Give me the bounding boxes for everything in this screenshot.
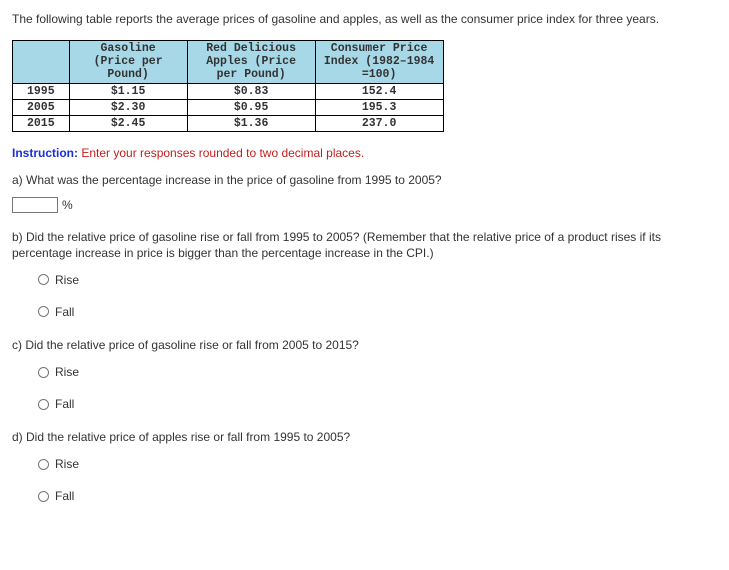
table-row: 2005 $2.30 $0.95 195.3 bbox=[13, 99, 444, 115]
cell-apples: $1.36 bbox=[187, 116, 315, 132]
table-row: 2015 $2.45 $1.36 237.0 bbox=[13, 116, 444, 132]
cell-apples: $0.95 bbox=[187, 99, 315, 115]
col-header-blank bbox=[13, 41, 70, 84]
cell-gas: $2.45 bbox=[69, 116, 187, 132]
radio-c-rise-label: Rise bbox=[55, 365, 79, 379]
cell-gas: $1.15 bbox=[69, 83, 187, 99]
radio-d-fall-label: Fall bbox=[55, 489, 74, 503]
cell-year: 2005 bbox=[13, 99, 70, 115]
options-b: Rise Fall bbox=[38, 273, 717, 319]
question-a: a) What was the percentage increase in t… bbox=[12, 172, 717, 188]
cell-year: 1995 bbox=[13, 83, 70, 99]
col-header-apples: Red Delicious Apples (Price per Pound) bbox=[187, 41, 315, 84]
radio-d-rise-label: Rise bbox=[55, 457, 79, 471]
cell-cpi: 152.4 bbox=[315, 83, 443, 99]
intro-text: The following table reports the average … bbox=[12, 12, 717, 26]
question-d: d) Did the relative price of apples rise… bbox=[12, 429, 717, 445]
answer-a-box: % bbox=[12, 197, 717, 213]
question-c: c) Did the relative price of gasoline ri… bbox=[12, 337, 717, 353]
col-header-gasoline: Gasoline (Price per Pound) bbox=[69, 41, 187, 84]
table-row: 1995 $1.15 $0.83 152.4 bbox=[13, 83, 444, 99]
radio-c-fall[interactable] bbox=[38, 399, 49, 410]
question-b: b) Did the relative price of gasoline ri… bbox=[12, 229, 717, 261]
options-d: Rise Fall bbox=[38, 457, 717, 503]
radio-b-fall-label: Fall bbox=[55, 305, 74, 319]
options-c: Rise Fall bbox=[38, 365, 717, 411]
radio-d-fall[interactable] bbox=[38, 491, 49, 502]
radio-b-rise[interactable] bbox=[38, 274, 49, 285]
cell-cpi: 195.3 bbox=[315, 99, 443, 115]
cell-year: 2015 bbox=[13, 116, 70, 132]
cell-cpi: 237.0 bbox=[315, 116, 443, 132]
radio-b-rise-label: Rise bbox=[55, 273, 79, 287]
col-header-cpi: Consumer Price Index (1982–1984 =100) bbox=[315, 41, 443, 84]
cell-apples: $0.83 bbox=[187, 83, 315, 99]
answer-a-unit: % bbox=[62, 198, 73, 212]
radio-d-rise[interactable] bbox=[38, 459, 49, 470]
radio-b-fall[interactable] bbox=[38, 306, 49, 317]
answer-a-input[interactable] bbox=[12, 197, 58, 213]
instruction-line: Instruction: Enter your responses rounde… bbox=[12, 146, 717, 160]
radio-c-fall-label: Fall bbox=[55, 397, 74, 411]
price-table: Gasoline (Price per Pound) Red Delicious… bbox=[12, 40, 444, 132]
instruction-text: Enter your responses rounded to two deci… bbox=[81, 146, 364, 160]
cell-gas: $2.30 bbox=[69, 99, 187, 115]
instruction-label: Instruction: bbox=[12, 146, 78, 160]
radio-c-rise[interactable] bbox=[38, 367, 49, 378]
